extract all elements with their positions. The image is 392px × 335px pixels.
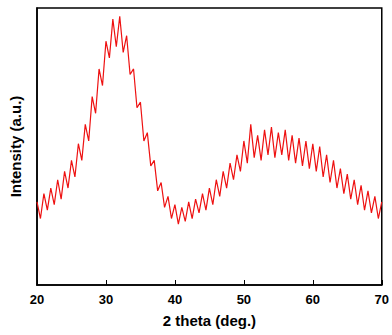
svg-text:40: 40 xyxy=(168,292,182,307)
svg-text:Intensity (a.u.): Intensity (a.u.) xyxy=(7,96,24,198)
svg-text:30: 30 xyxy=(99,292,113,307)
svg-text:60: 60 xyxy=(306,292,320,307)
svg-text:70: 70 xyxy=(375,292,389,307)
svg-text:50: 50 xyxy=(237,292,251,307)
svg-text:2 theta (deg.): 2 theta (deg.) xyxy=(163,312,256,329)
svg-text:20: 20 xyxy=(30,292,44,307)
